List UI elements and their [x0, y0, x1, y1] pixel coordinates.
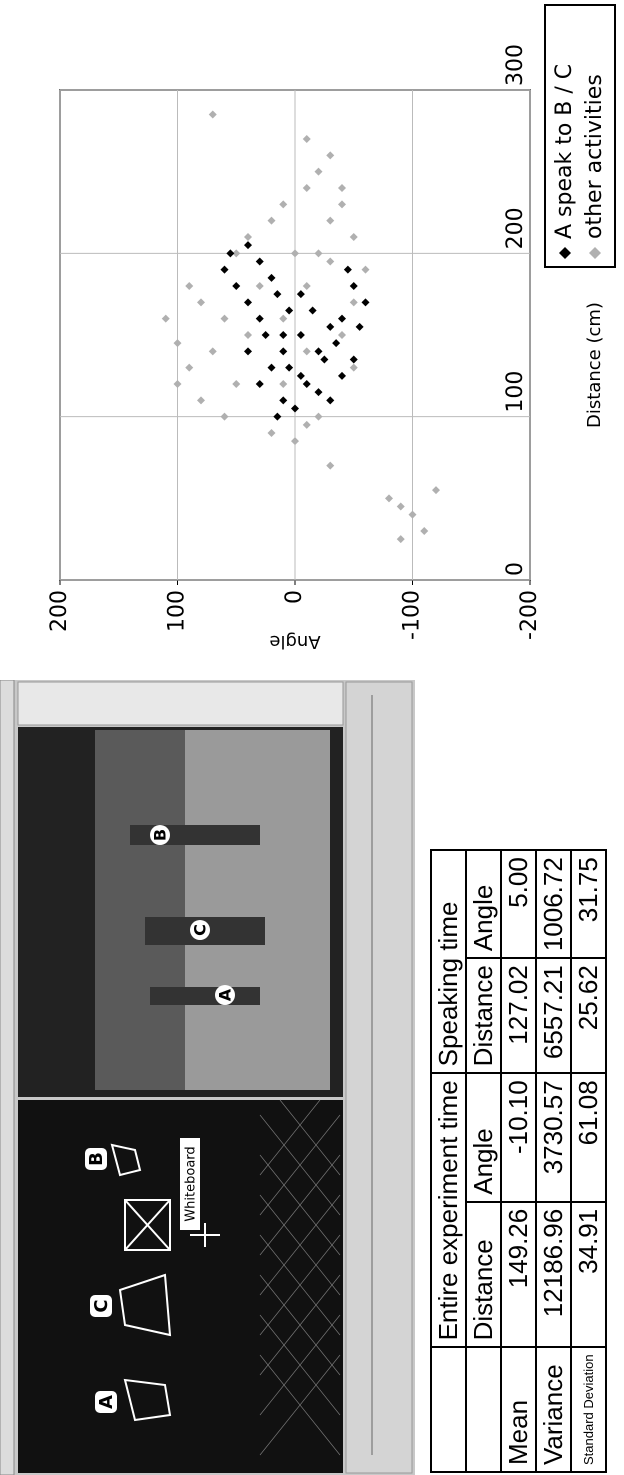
y-tick-label: 0 [282, 590, 307, 604]
page: {"screenshot": {"view_labels": ["A", "C"… [0, 0, 624, 1475]
subheader-cell: Angle [466, 1073, 501, 1201]
corner-cell [466, 1347, 501, 1472]
table-cell: 61.08 [571, 1073, 606, 1201]
table-cell: 1006.72 [536, 850, 571, 958]
table-cell: 25.62 [571, 958, 606, 1073]
row-label: Standard Deviation [571, 1347, 606, 1472]
table-cell: 5.00 [501, 850, 536, 958]
video-label-c: C [191, 924, 210, 936]
legend-label: A speak to B / C [552, 64, 577, 239]
table-cell: 31.75 [571, 850, 606, 958]
x-tick-label: 300 [503, 44, 528, 86]
header-cell: Entire experiment time [431, 1073, 466, 1347]
y-tick-label: 100 [165, 590, 190, 632]
y-axis-title: Angle [269, 631, 320, 652]
table-cell: 12186.96 [536, 1202, 571, 1348]
stats-table: Entire experiment time Speaking time Dis… [430, 849, 607, 1473]
label-whiteboard: Whiteboard [184, 1146, 199, 1221]
y-tick-label: -200 [517, 590, 542, 640]
table-cell: 3730.57 [536, 1073, 571, 1201]
video-background [95, 730, 185, 1090]
video-label-b: B [151, 829, 170, 841]
header-cell: Speaking time [431, 850, 466, 1073]
x-tick-label: 0 [503, 562, 528, 576]
label-a: A [96, 1395, 117, 1409]
subheader-cell: Distance [466, 958, 501, 1073]
subheader-cell: Angle [466, 850, 501, 958]
table-cell: 34.91 [571, 1202, 606, 1348]
label-c: C [91, 1299, 112, 1312]
software-screenshot: A C B Whiteboard A C B [0, 680, 415, 1475]
rotated-page: A C B Whiteboard A C B Entire [0, 0, 624, 1475]
chart: 200 100 0 -100 -200 0 100 200 300 Angle Distance (… [0, 0, 624, 655]
timeline [346, 682, 412, 1473]
x-tick-label: 200 [503, 207, 528, 249]
video-label-a: A [216, 988, 235, 1001]
row-label: Mean [501, 1347, 536, 1472]
subheader-cell: Distance [466, 1202, 501, 1348]
label-b: B [86, 1152, 107, 1166]
table-cell: 127.02 [501, 958, 536, 1073]
x-tick-label: 100 [503, 371, 528, 413]
side-panel [18, 682, 343, 725]
table-cell: 149.26 [501, 1202, 536, 1348]
table-cell: -10.10 [501, 1073, 536, 1201]
x-axis-title: Distance (cm) [584, 302, 605, 428]
corner-cell [431, 1347, 466, 1472]
y-tick-label: -100 [400, 590, 425, 640]
toolbar [0, 680, 14, 1475]
row-label: Variance [536, 1347, 571, 1472]
table-cell: 6557.21 [536, 958, 571, 1073]
legend-label: other activities [582, 74, 607, 239]
y-tick-label: 200 [47, 590, 72, 632]
